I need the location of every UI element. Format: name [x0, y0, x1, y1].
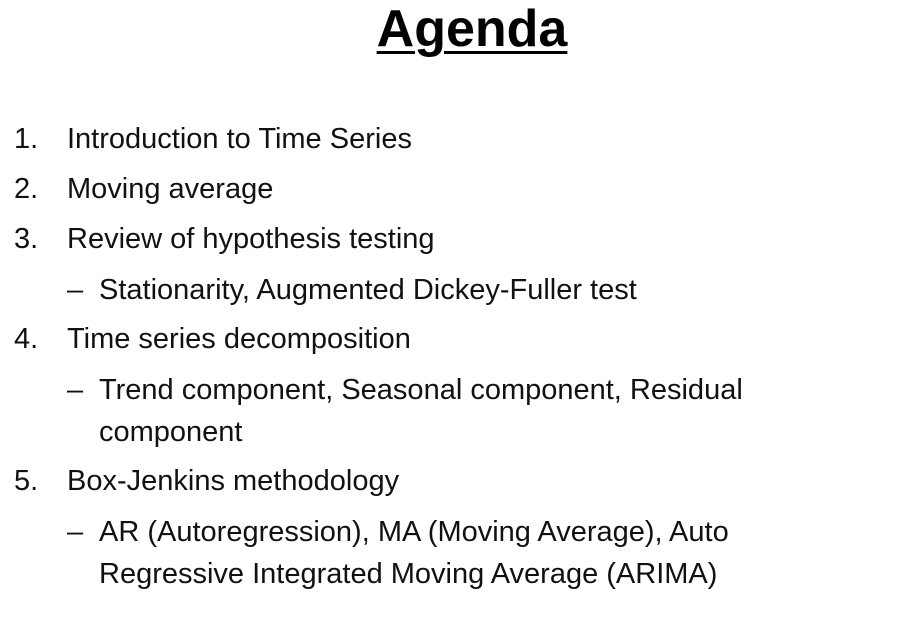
agenda-item-1: 1. Introduction to Time Series: [14, 119, 904, 169]
agenda-item-5: 5. Box-Jenkins methodology: [14, 461, 904, 511]
item-number: 5.: [14, 465, 39, 497]
dash-bullet: –: [67, 374, 84, 406]
item-number: 3.: [14, 223, 39, 255]
dash-bullet: –: [67, 516, 84, 548]
item-text: Box-Jenkins methodology: [67, 465, 400, 497]
item-number: 2.: [14, 173, 39, 205]
subitem-text: Trend component, Seasonal component, Res…: [99, 374, 743, 448]
subitem-text: Stationarity, Augmented Dickey-Fuller te…: [99, 274, 637, 306]
item-number: 1.: [14, 123, 39, 155]
item-number: 4.: [14, 323, 39, 355]
item-text: Introduction to Time Series: [67, 123, 412, 155]
item-text: Time series decomposition: [67, 323, 411, 355]
subitem-text: AR (Autoregression), MA (Moving Average)…: [99, 516, 729, 590]
agenda-item-3: 3. Review of hypothesis testing: [14, 219, 904, 269]
item-text: Review of hypothesis testing: [67, 223, 435, 255]
agenda-item-2: 2. Moving average: [14, 169, 904, 219]
slide-title: Agenda: [376, 0, 568, 58]
agenda-subitem-3: – Stationarity, Augmented Dickey-Fuller …: [14, 269, 904, 319]
agenda-list: 1. Introduction to Time Series 2. Moving…: [14, 119, 904, 603]
agenda-item-4: 4. Time series decomposition: [14, 319, 904, 369]
dash-bullet: –: [67, 274, 84, 306]
agenda-subitem-4: – Trend component, Seasonal component, R…: [14, 369, 904, 461]
item-text: Moving average: [67, 173, 274, 205]
agenda-subitem-5: – AR (Autoregression), MA (Moving Averag…: [14, 511, 904, 603]
